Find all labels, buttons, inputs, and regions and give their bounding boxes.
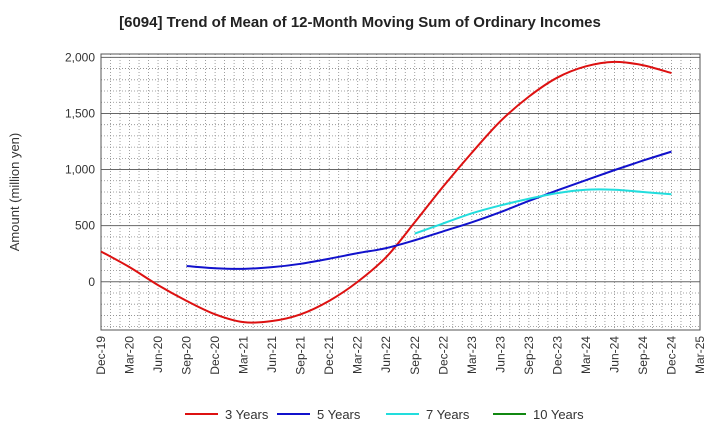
x-tick-label: Sep-24 — [636, 336, 650, 375]
x-tick-label: Sep-23 — [522, 336, 536, 375]
x-tick-label: Dec-19 — [94, 336, 108, 375]
x-tick-label: Mar-23 — [465, 336, 479, 374]
x-tick-label: Jun-24 — [607, 336, 621, 373]
legend-label: 3 Years — [225, 407, 269, 422]
x-tick-label: Mar-20 — [123, 336, 137, 374]
x-tick-label: Mar-21 — [237, 336, 251, 374]
x-tick-label: Sep-20 — [180, 336, 194, 375]
series-line-7-years — [414, 188, 672, 235]
series-line-5-years — [186, 150, 672, 270]
plot-area-border — [100, 53, 701, 331]
x-tick-label: Dec-20 — [208, 336, 222, 375]
x-tick-label: Mar-25 — [693, 336, 707, 374]
x-tick-label: Jun-21 — [265, 336, 279, 373]
y-tick-label: 1,000 — [65, 163, 95, 177]
x-tick-label: Mar-22 — [351, 336, 365, 374]
x-tick-label: Sep-22 — [408, 336, 422, 375]
x-tick-label: Sep-21 — [294, 336, 308, 375]
x-tick-label: Dec-23 — [550, 336, 564, 375]
legend-label: 7 Years — [426, 407, 470, 422]
series-line-3-years — [100, 60, 672, 324]
x-tick-label: Jun-22 — [379, 336, 393, 373]
x-tick-label: Dec-22 — [436, 336, 450, 375]
x-tick-label: Jun-23 — [493, 336, 507, 373]
y-tick-label: 0 — [88, 275, 95, 289]
y-tick-label: 500 — [75, 219, 95, 233]
x-tick-label: Jun-20 — [151, 336, 165, 373]
legend-label: 10 Years — [533, 407, 584, 422]
x-tick-label: Dec-21 — [322, 336, 336, 375]
x-tick-label: Mar-24 — [579, 336, 593, 374]
y-tick-label: 1,500 — [65, 106, 95, 120]
y-axis-label: Amount (million yen) — [7, 133, 22, 252]
legend-label: 5 Years — [317, 407, 361, 422]
x-tick-label: Dec-24 — [664, 336, 678, 375]
chart-title: [6094] Trend of Mean of 12-Month Moving … — [119, 14, 601, 31]
y-tick-label: 2,000 — [65, 50, 95, 64]
